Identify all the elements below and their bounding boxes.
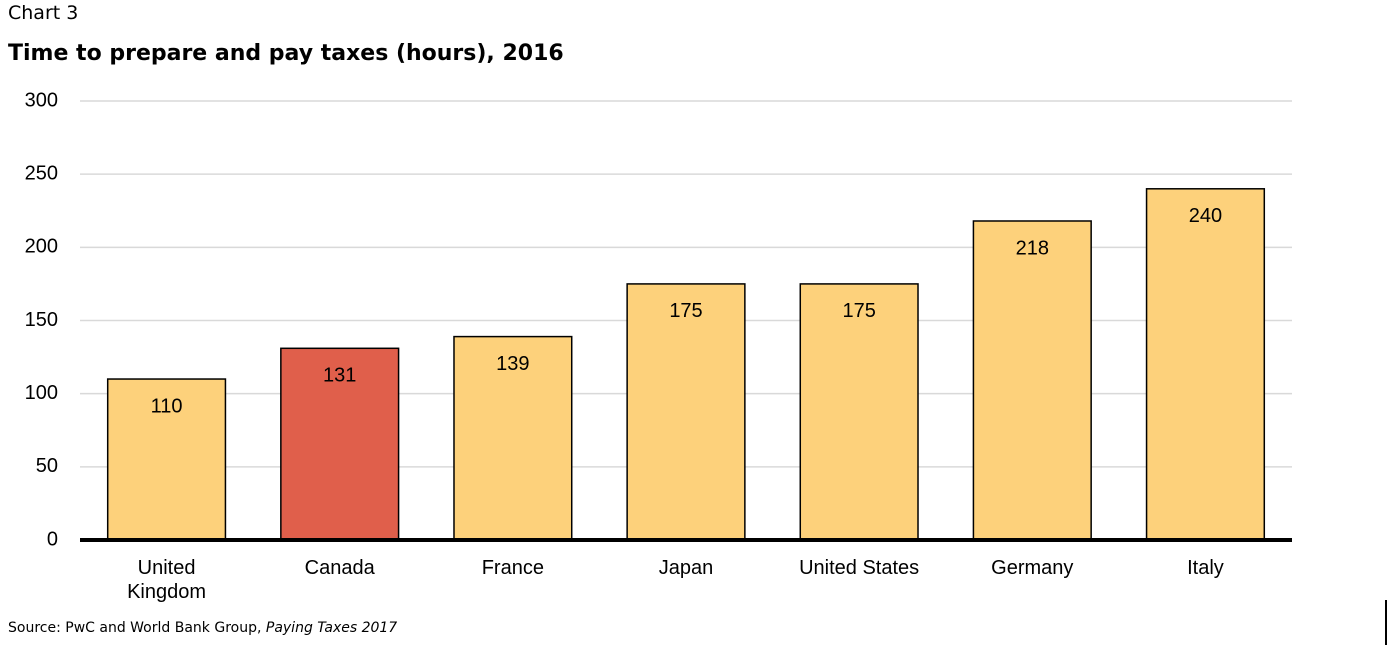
bar: [972, 220, 1092, 541]
x-tick-label: Canada: [304, 557, 375, 579]
x-tick-label: Japan: [658, 557, 714, 579]
source-title: Paying Taxes 2017: [265, 620, 398, 636]
y-tick-label: 50: [36, 455, 58, 477]
value-label: 175: [669, 300, 702, 322]
value-label: 218: [1016, 237, 1049, 259]
bar: [1145, 188, 1266, 541]
x-tick-label: Italy: [1187, 557, 1224, 579]
x-tick-label: United States: [799, 557, 920, 579]
chart-label: Chart 3: [8, 2, 79, 24]
source-note: Source: PwC and World Bank Group, Paying…: [8, 620, 397, 636]
y-tick-label: 150: [25, 309, 58, 331]
y-tick-label: 200: [25, 236, 58, 258]
value-label: 110: [151, 395, 183, 417]
value-label: 240: [1189, 205, 1222, 227]
y-tick-label: 0: [47, 528, 58, 550]
bar: [453, 335, 573, 541]
value-label: 131: [323, 365, 356, 387]
bar: [799, 283, 919, 541]
x-tick-label: Germany: [991, 557, 1074, 579]
chart-title: Time to prepare and pay taxes (hours), 2…: [8, 41, 564, 66]
value-label: 175: [842, 300, 875, 322]
bar: [280, 347, 400, 541]
y-tick-label: 300: [25, 89, 58, 111]
x-tick-label: United Kingdom: [127, 557, 207, 603]
bar: [626, 283, 746, 541]
value-label: 139: [496, 353, 529, 375]
y-tick-label: 100: [25, 382, 58, 404]
bar: [106, 378, 227, 541]
y-tick-label: 250: [25, 162, 58, 184]
x-tick-label: France: [481, 557, 544, 579]
source: Source: PwC and World Bank Group,: [8, 620, 262, 636]
